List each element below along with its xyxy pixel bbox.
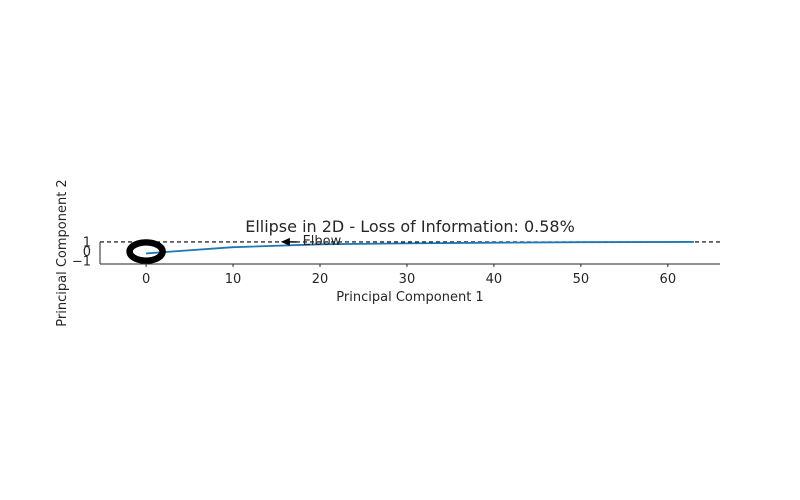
y-tick-labels: 10−1 [72,235,91,269]
x-tick-label: 50 [573,272,590,287]
x-tick-label: 10 [225,272,242,287]
plot-area [100,237,720,264]
y-tick-label: −1 [72,255,91,270]
chart-title: Ellipse in 2D - Loss of Information: 0.5… [245,217,575,236]
y-tick-label: 1 [83,235,91,250]
series-line [146,241,694,255]
x-tick-label: 40 [486,272,503,287]
x-tick-label: 20 [312,272,329,287]
y-axis-label: Principal Component 2 [55,179,70,326]
x-tick-label: 30 [399,272,416,287]
y-tick-label: 0 [83,245,91,260]
x-tick-label: 60 [660,272,677,287]
x-tick-labels: 0 10 20 30 40 50 60 [142,264,676,287]
scatter-point [159,248,166,256]
x-axis-label: Principal Component 1 [336,290,483,305]
elbow-annotation-label: Elbow [303,234,342,249]
x-tick-label: 0 [142,272,150,287]
annotation-arrow-head [280,237,290,246]
